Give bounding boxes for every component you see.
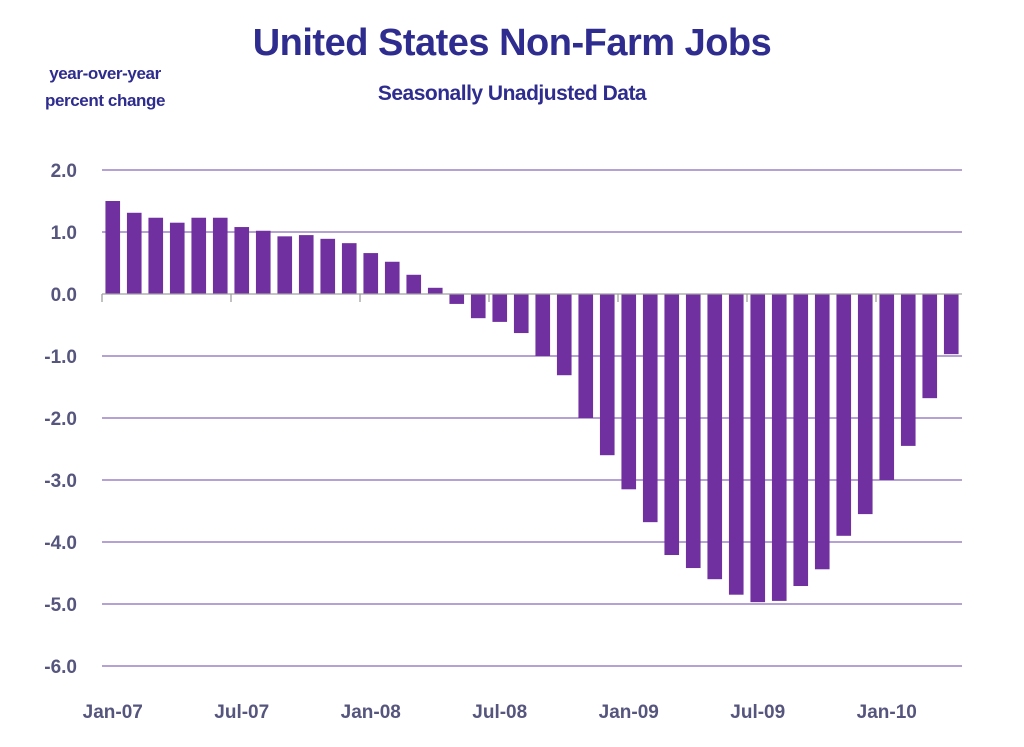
bar bbox=[621, 294, 637, 490]
bar bbox=[836, 294, 852, 536]
bar bbox=[191, 217, 207, 294]
x-tick-label: Jan-10 bbox=[857, 702, 917, 723]
y-tick-label: -6.0 bbox=[44, 657, 77, 678]
bar bbox=[384, 261, 400, 294]
y-tick-label: 1.0 bbox=[51, 223, 77, 244]
bar bbox=[685, 294, 701, 569]
y-tick-label: -2.0 bbox=[44, 409, 77, 430]
x-tick-label: Jul-09 bbox=[730, 702, 785, 723]
bar bbox=[879, 294, 895, 480]
bar bbox=[298, 235, 314, 294]
bar bbox=[857, 294, 873, 515]
y-axis-label-line-1: year-over-year bbox=[49, 64, 161, 83]
bar bbox=[664, 294, 680, 556]
bar bbox=[922, 294, 938, 399]
bar bbox=[234, 227, 250, 294]
chart-title: United States Non-Farm Jobs bbox=[0, 22, 1024, 65]
bar bbox=[513, 294, 529, 334]
x-tick-label: Jul-07 bbox=[214, 702, 269, 723]
bar bbox=[814, 294, 830, 570]
y-tick-label: -4.0 bbox=[44, 533, 77, 554]
bar bbox=[750, 294, 766, 603]
bar bbox=[943, 294, 959, 355]
x-tick-label: Jul-08 bbox=[472, 702, 527, 723]
chart-title-text: United States Non-Farm Jobs bbox=[252, 22, 772, 64]
x-axis-ticks: Jan-07 Jul-07 Jan-08 Jul-08 Jan-09 Jul-09 Jan-… bbox=[83, 702, 917, 723]
gridlines bbox=[102, 169, 962, 667]
bar bbox=[126, 212, 142, 294]
bar bbox=[427, 287, 443, 294]
bar bbox=[578, 294, 594, 418]
x-tick-label: Jan-09 bbox=[599, 702, 659, 723]
bar bbox=[599, 294, 615, 456]
x-tick-label: Jan-07 bbox=[83, 702, 143, 723]
y-tick-label: -3.0 bbox=[44, 471, 77, 492]
bars bbox=[105, 201, 959, 603]
bar bbox=[492, 294, 508, 322]
bar bbox=[341, 243, 357, 294]
y-axis-label: year-over-year percent change bbox=[20, 60, 190, 114]
y-tick-label: 2.0 bbox=[51, 161, 77, 182]
bar bbox=[535, 294, 551, 356]
bar bbox=[470, 294, 486, 319]
bar bbox=[900, 294, 916, 446]
y-tick-label: -5.0 bbox=[44, 595, 77, 616]
bar bbox=[212, 217, 228, 294]
chart-subtitle: Seasonally Unadjusted Data bbox=[377, 82, 647, 105]
bar bbox=[707, 294, 723, 580]
bar bbox=[556, 294, 572, 376]
bar bbox=[148, 217, 164, 294]
bar bbox=[771, 294, 787, 601]
bar bbox=[728, 294, 744, 595]
bar bbox=[277, 236, 293, 294]
bar bbox=[793, 294, 809, 587]
bar bbox=[363, 253, 379, 294]
bar bbox=[320, 238, 336, 294]
y-axis-label-line-2: percent change bbox=[44, 91, 166, 110]
bar bbox=[449, 294, 465, 304]
bar bbox=[255, 230, 271, 294]
bar bbox=[406, 274, 422, 294]
y-tick-label: -1.0 bbox=[44, 347, 77, 368]
x-axis bbox=[101, 293, 962, 302]
bar bbox=[169, 222, 185, 294]
y-axis-ticks: 2.0 1.0 0.0 -1.0 -2.0 -3.0 -4.0 -5.0 -6.0 bbox=[44, 161, 77, 678]
y-tick-label: 0.0 bbox=[51, 285, 77, 306]
bar bbox=[105, 201, 121, 294]
bar bbox=[642, 294, 658, 523]
x-tick-label: Jan-08 bbox=[341, 702, 401, 723]
